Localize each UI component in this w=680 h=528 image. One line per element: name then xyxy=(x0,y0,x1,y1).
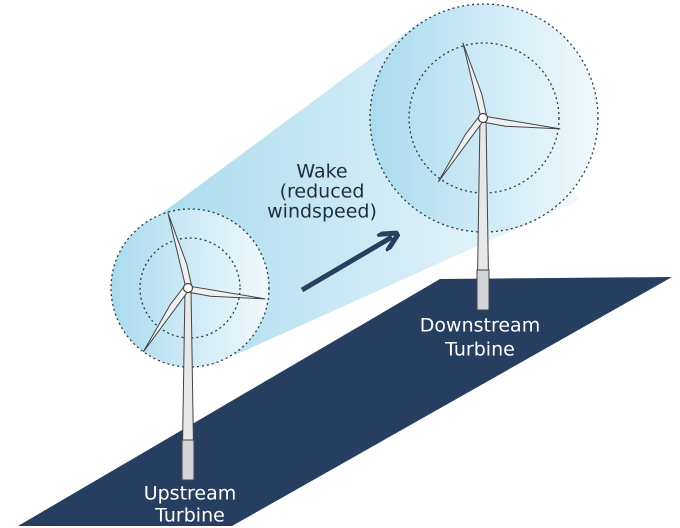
downstream-label: Turbine xyxy=(444,339,515,361)
tower-base xyxy=(477,270,489,310)
upstream-label: Upstream xyxy=(144,483,237,505)
wake-label: windspeed) xyxy=(267,201,377,223)
downstream-label: Downstream xyxy=(420,315,540,337)
tower-base xyxy=(182,440,194,480)
hub xyxy=(184,284,193,293)
hub xyxy=(479,114,488,123)
diagram: Wake (reduced windspeed) Downstream Turb… xyxy=(0,0,680,528)
wake-label: (reduced xyxy=(280,181,365,203)
upstream-label: Turbine xyxy=(154,505,225,527)
page: {"labels": {"wake": ["Wake", "(reduced",… xyxy=(0,0,680,528)
wake-label: Wake xyxy=(296,161,347,183)
